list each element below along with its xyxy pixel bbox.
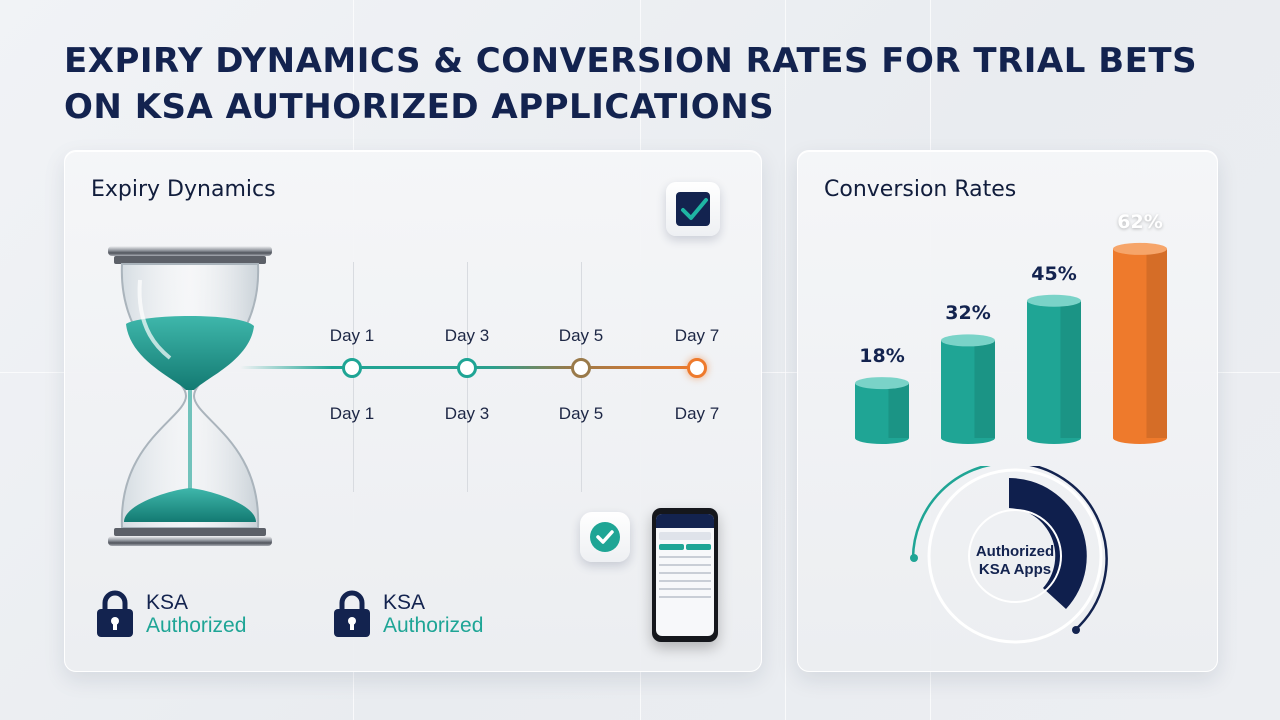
page-title: EXPIRY DYNAMICS & CONVERSION RATES FOR T… [64, 38, 1244, 130]
bar-value-label: 18% [859, 345, 905, 368]
timeline-node-day1 [342, 358, 362, 378]
expiry-dynamics-title: Expiry Dynamics [91, 177, 276, 202]
bar [855, 377, 909, 444]
phone-screen [656, 514, 714, 636]
authorized-apps-donut [910, 466, 1108, 644]
page-title-line1: EXPIRY DYNAMICS & CONVERSION RATES FOR T… [64, 41, 1198, 81]
bar-cap [941, 334, 995, 347]
ksa-label: KSA [383, 591, 426, 614]
ksa-authorized-badge: KSA Authorized [333, 590, 483, 638]
lock-icon [334, 590, 370, 637]
donut-label: Authorized KSA Apps [960, 543, 1070, 579]
timeline-node-day5 [571, 358, 591, 378]
authorized-label: Authorized [146, 614, 247, 637]
bar-shade [1060, 300, 1081, 438]
bar [1027, 294, 1081, 444]
bar-body [941, 340, 995, 438]
background-gridline [785, 0, 786, 720]
bar-value-label: 45% [1031, 262, 1077, 285]
timeline-bottom-label: Day 1 [329, 404, 375, 423]
bar [1113, 242, 1167, 444]
bar-body [1113, 248, 1167, 438]
bar-shade [1146, 248, 1167, 438]
timeline-node-day7 [687, 358, 707, 378]
bar-shade [974, 340, 995, 438]
conversion-rates-title: Conversion Rates [824, 177, 1017, 202]
hourglass-icon [108, 246, 272, 546]
timeline-top-label: Day 7 [674, 326, 720, 345]
check-badge [580, 512, 630, 562]
timeline-bottom-label: Day 7 [674, 404, 720, 423]
lock-icon [97, 590, 133, 637]
bar [941, 334, 995, 444]
checkbox-badge [666, 182, 720, 236]
donut-label-line1: Authorized [975, 543, 1055, 560]
bar-cap [1113, 242, 1167, 255]
page-title-line2: ON KSA AUTHORIZED APPLICATIONS [64, 87, 775, 127]
smartphone-icon [652, 508, 718, 642]
bar-cap [1027, 294, 1081, 307]
bar-body [1027, 300, 1081, 438]
timeline-bottom-label: Day 5 [558, 404, 604, 423]
ksa-label: KSA [146, 591, 189, 614]
checkbox-icon [676, 192, 710, 226]
timeline-top-label: Day 1 [329, 326, 375, 345]
bar-body [855, 383, 909, 438]
bar-value-label: 32% [945, 302, 991, 325]
bar-value-label: 62% [1117, 210, 1163, 233]
timeline-node-day3 [457, 358, 477, 378]
timeline-line [240, 366, 698, 369]
timeline-top-label: Day 5 [558, 326, 604, 345]
authorized-label: Authorized [383, 614, 484, 637]
donut-label-line2: KSA Apps [978, 561, 1052, 578]
timeline-top-label: Day 3 [444, 326, 490, 345]
check-badge-icon [590, 522, 620, 552]
ksa-authorized-badge: KSA Authorized [96, 590, 246, 638]
timeline-bottom-label: Day 3 [444, 404, 490, 423]
conversion-bar-chart [855, 242, 1167, 444]
bar-cap [855, 377, 909, 390]
bar-shade [888, 383, 909, 438]
